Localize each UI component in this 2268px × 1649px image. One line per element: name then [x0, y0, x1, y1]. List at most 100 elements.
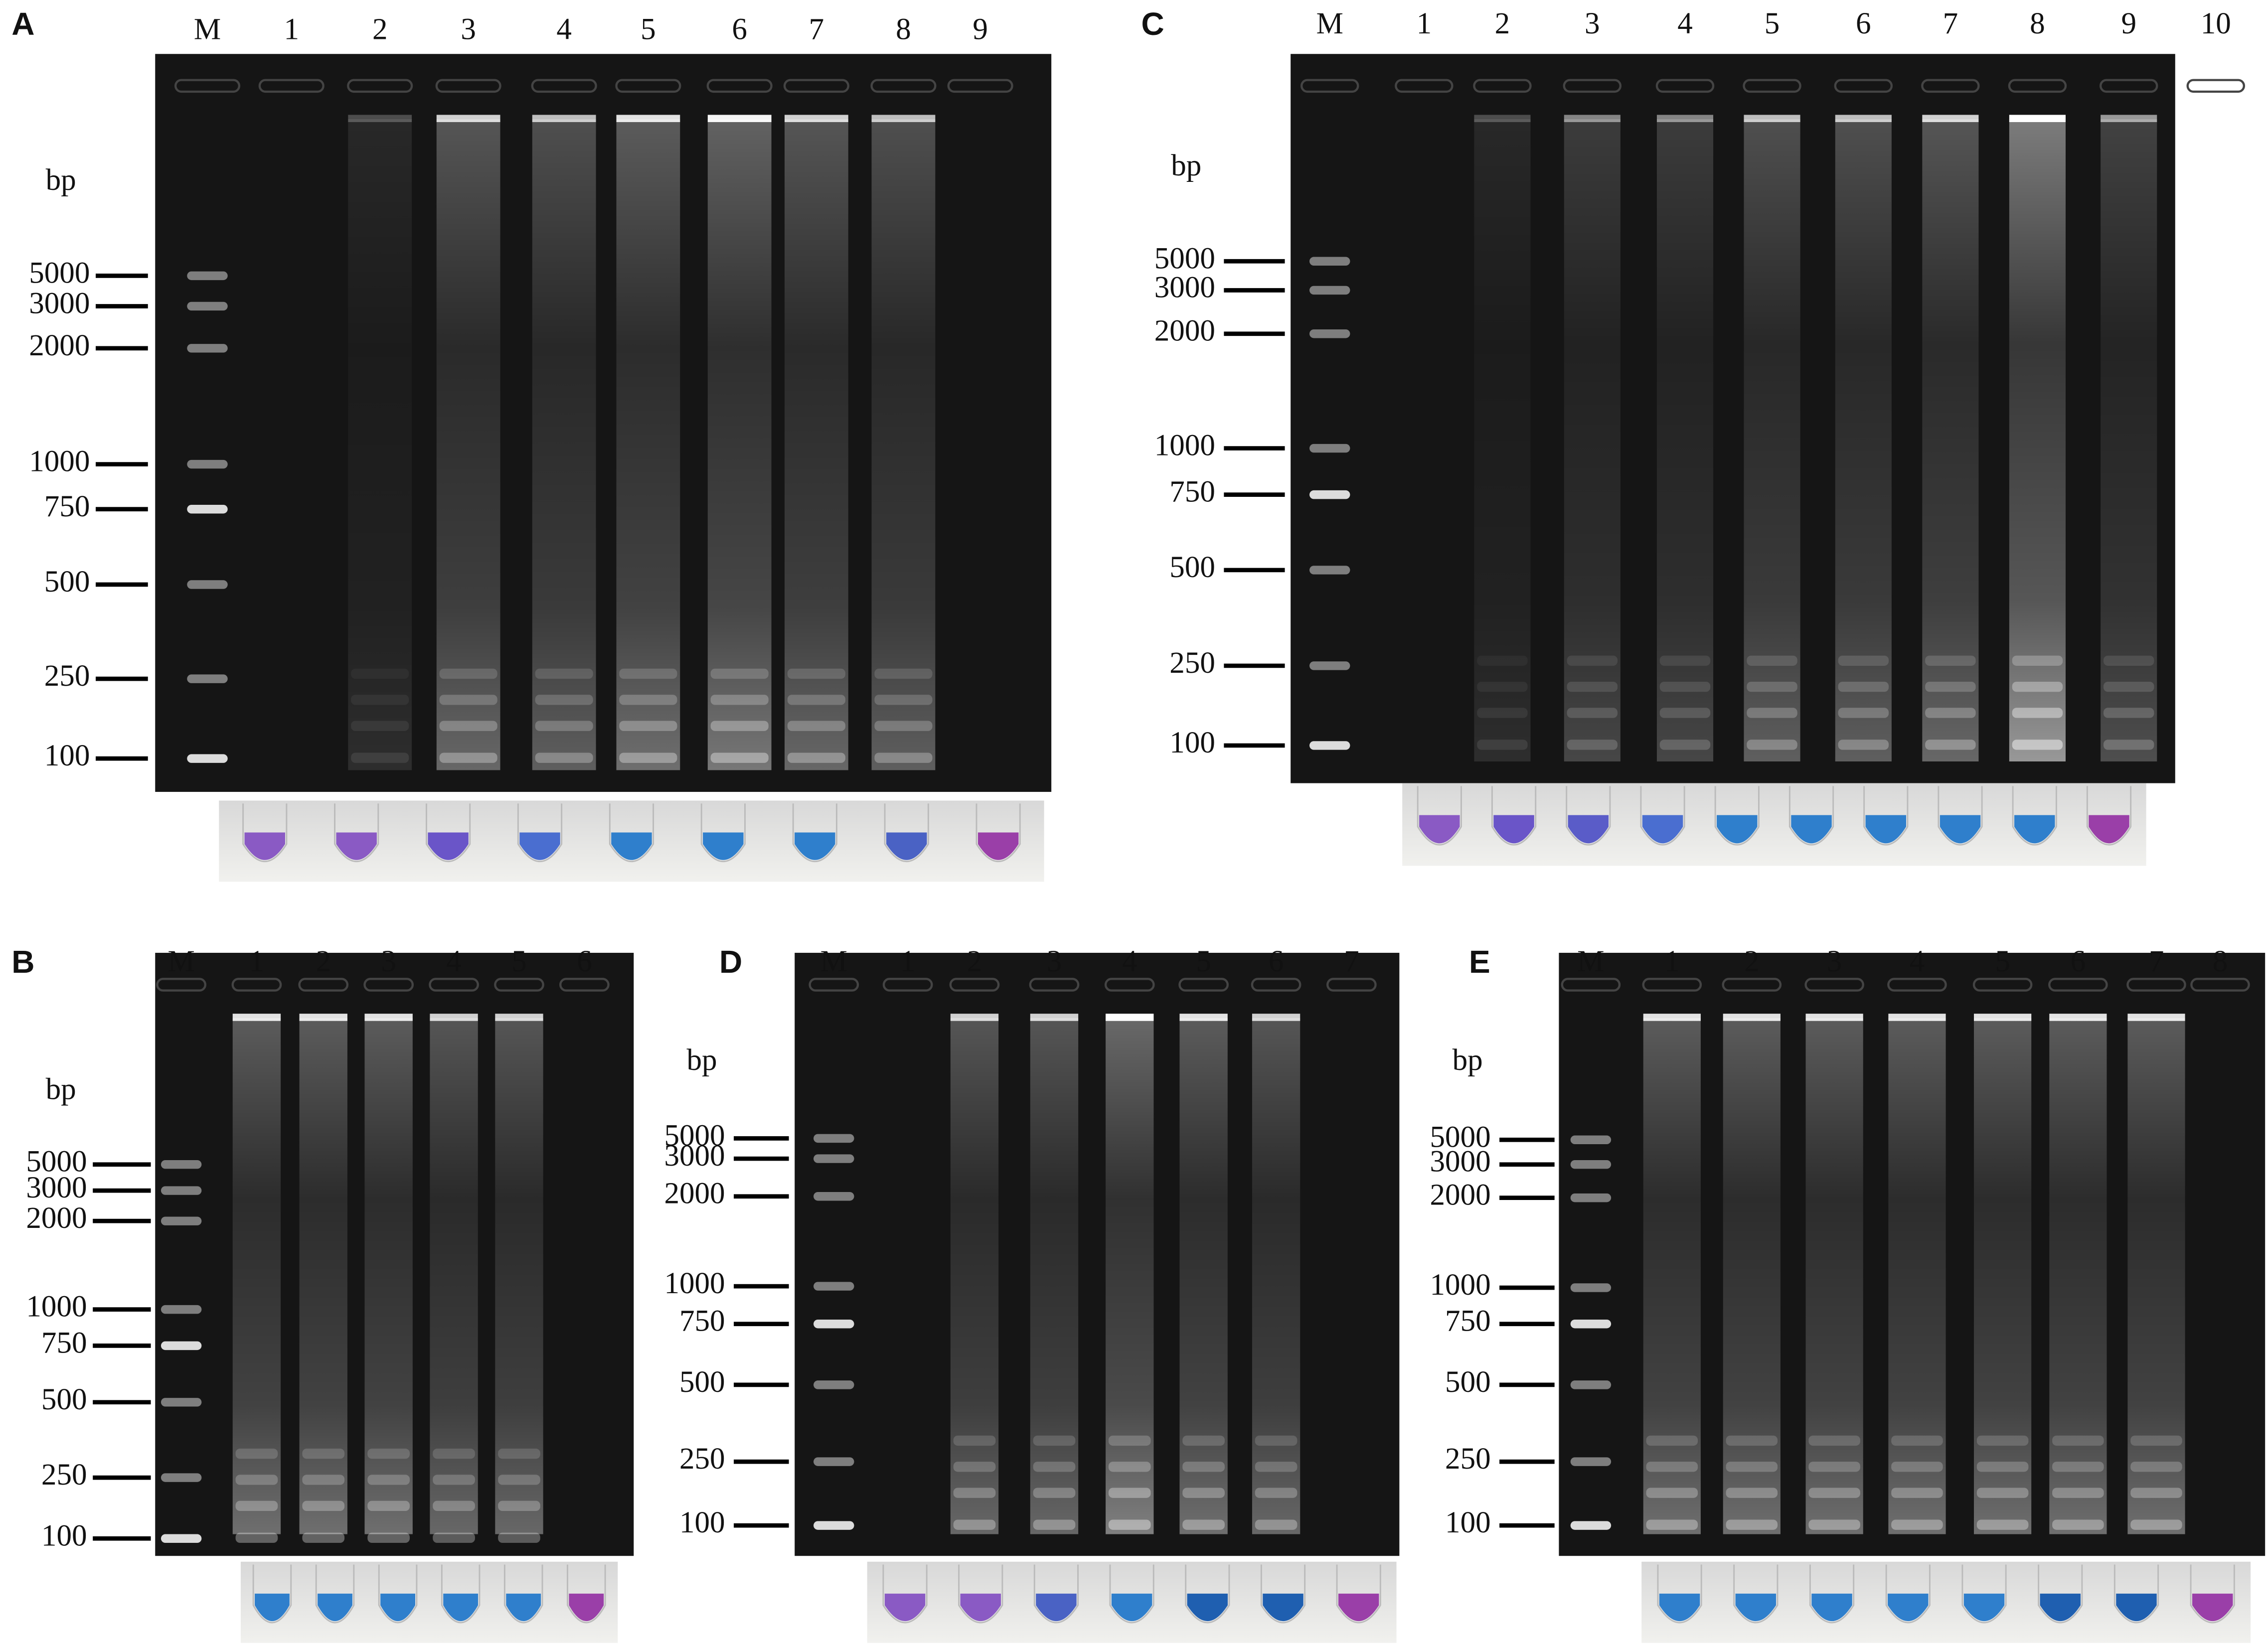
- ladder-label: 250: [41, 1458, 87, 1492]
- ladder-band: [161, 1160, 202, 1169]
- lamp-band: [1646, 1462, 1698, 1472]
- ladder-label: 100: [1169, 726, 1215, 759]
- lamp-band: [535, 668, 593, 679]
- tube-liquid: [1865, 815, 1907, 844]
- well: [1395, 79, 1454, 93]
- smear: [616, 119, 680, 770]
- well: [2186, 79, 2246, 93]
- lamp-band: [1747, 740, 1797, 750]
- well: [2008, 79, 2067, 93]
- lamp-band: [367, 1475, 410, 1485]
- well: [174, 79, 241, 93]
- tube: [503, 1564, 543, 1624]
- lamp-band: [1108, 1488, 1151, 1498]
- smear: [1252, 1018, 1300, 1534]
- ladder-label: 750: [1445, 1305, 1491, 1338]
- lane-label: 3: [461, 13, 476, 46]
- ladder-band: [161, 1186, 202, 1195]
- well: [809, 978, 859, 992]
- lamp-band: [619, 752, 677, 763]
- well: [347, 79, 413, 93]
- lamp-band: [2103, 681, 2154, 692]
- smear: [1922, 119, 1979, 761]
- lamp-band: [302, 1532, 345, 1543]
- lamp-band: [1182, 1488, 1225, 1498]
- well: [706, 79, 773, 93]
- ladder-label: 100: [44, 739, 90, 772]
- lamp-band: [1808, 1519, 1860, 1530]
- tube: [1491, 786, 1537, 846]
- well: [2190, 978, 2250, 992]
- well: [2126, 978, 2186, 992]
- well: [429, 978, 479, 992]
- ladder-label: 250: [679, 1442, 725, 1476]
- ladder-band: [187, 459, 228, 469]
- lamp-band: [1033, 1488, 1076, 1498]
- tube-liquid: [2089, 815, 2129, 844]
- ladder-label: 1000: [664, 1267, 725, 1300]
- lamp-band: [1108, 1435, 1151, 1446]
- tube-liquid: [318, 1593, 352, 1622]
- tube-liquid: [1940, 815, 1981, 844]
- lane-label: 2: [372, 13, 388, 46]
- ladder-label: 500: [679, 1365, 725, 1399]
- ladder-band: [1570, 1160, 1612, 1169]
- lamp-band: [1033, 1519, 1076, 1530]
- tube: [426, 803, 471, 863]
- panel-letter: B: [11, 944, 34, 980]
- lane-label: 5: [511, 945, 527, 978]
- lamp-band: [710, 721, 769, 731]
- smear: [2009, 119, 2066, 761]
- smear: [1564, 119, 1620, 761]
- lamp-band: [787, 752, 845, 763]
- lamp-band: [1838, 740, 1889, 750]
- tube-liquid: [1419, 815, 1460, 844]
- lamp-band: [1891, 1519, 1943, 1530]
- lamp-band: [1891, 1435, 1943, 1446]
- well: [870, 79, 937, 93]
- lane-label: 6: [732, 13, 747, 46]
- ladder-band: [1570, 1193, 1612, 1202]
- ladder-label: 500: [1445, 1365, 1491, 1399]
- lane-label: 1: [249, 945, 265, 978]
- lamp-band: [535, 721, 593, 731]
- lamp-band: [302, 1500, 345, 1511]
- lamp-band: [1838, 655, 1889, 666]
- ladder-label: 1000: [29, 445, 90, 478]
- tube: [792, 803, 837, 863]
- lamp-band: [2103, 655, 2154, 666]
- tube-liquid: [1263, 1593, 1303, 1622]
- tube-liquid: [1791, 815, 1832, 844]
- tube-liquid: [2040, 1593, 2081, 1622]
- lamp-band: [1659, 655, 1711, 666]
- tube-liquid: [1963, 1593, 2005, 1622]
- ladder-band: [161, 1305, 202, 1314]
- lamp-band: [1255, 1462, 1297, 1472]
- ladder-band: [1309, 444, 1350, 453]
- tube-liquid: [443, 1593, 479, 1622]
- lane-label: 6: [577, 945, 592, 978]
- ladder-band: [161, 1341, 202, 1350]
- lamp-band: [619, 668, 677, 679]
- ladder-band: [813, 1521, 854, 1530]
- ladder-label: 2000: [1154, 314, 1215, 348]
- lamp-band: [2012, 708, 2063, 718]
- lamp-band: [433, 1532, 475, 1543]
- lane-label: 1: [1417, 7, 1432, 40]
- lamp-band: [433, 1475, 475, 1485]
- lane-label: 4: [556, 13, 572, 46]
- smear: [1744, 119, 1800, 761]
- tube-liquid: [255, 1593, 290, 1622]
- tube: [567, 1564, 606, 1624]
- well: [1804, 978, 1864, 992]
- tube-liquid: [2014, 815, 2055, 844]
- lane-label: M: [820, 945, 847, 978]
- ladder-label: 250: [44, 659, 90, 693]
- lane-label: 7: [809, 13, 824, 46]
- well: [363, 978, 414, 992]
- well: [2099, 79, 2158, 93]
- lane-label: M: [167, 945, 194, 978]
- tube-liquid: [2116, 1593, 2157, 1622]
